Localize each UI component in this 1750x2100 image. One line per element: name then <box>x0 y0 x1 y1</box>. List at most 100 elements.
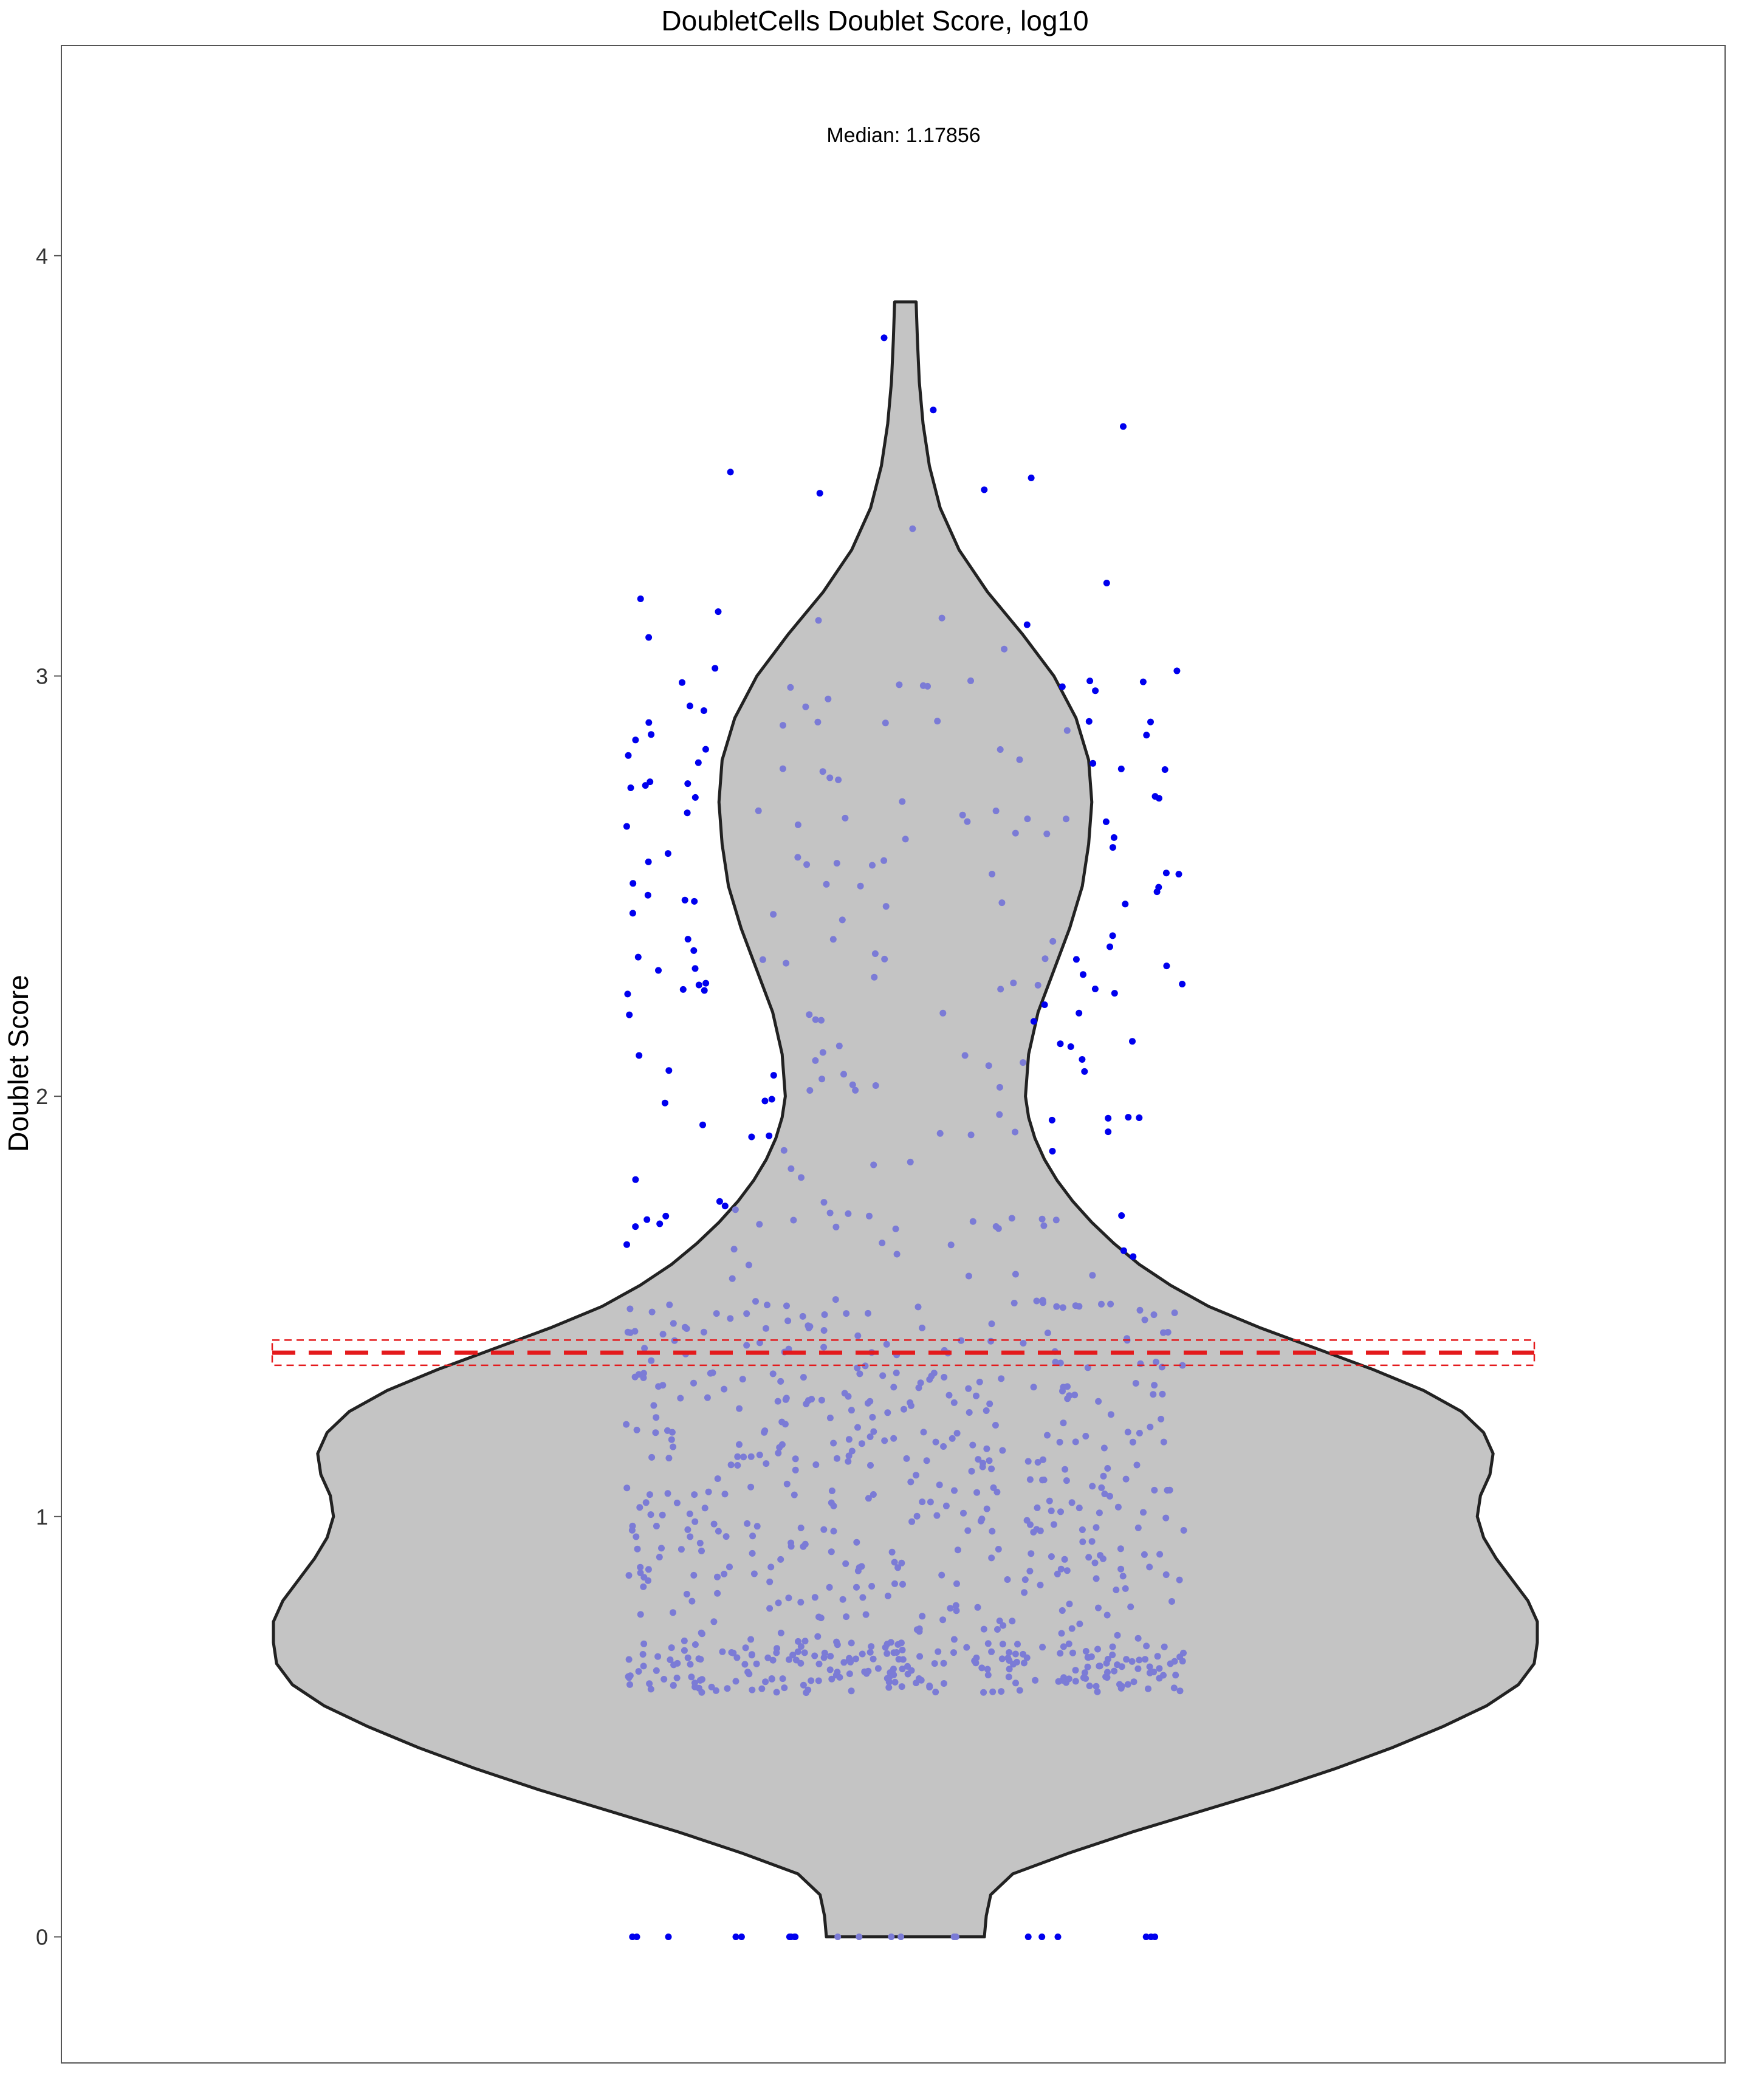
data-point <box>826 1666 834 1673</box>
data-point <box>916 1653 924 1660</box>
data-point <box>882 1644 889 1651</box>
data-point <box>1122 1585 1129 1592</box>
data-point <box>781 1421 789 1428</box>
data-point <box>1023 1517 1031 1524</box>
data-point <box>839 1596 846 1603</box>
data-point <box>820 1199 828 1206</box>
data-point <box>1026 1476 1034 1483</box>
data-point <box>1038 1215 1046 1223</box>
data-point <box>908 1518 916 1525</box>
data-point <box>1021 1576 1029 1584</box>
data-point <box>670 1443 677 1450</box>
data-point <box>1119 1573 1127 1580</box>
data-point <box>995 1546 1002 1553</box>
data-point <box>986 1400 993 1407</box>
data-point <box>705 1488 712 1495</box>
data-point <box>684 780 691 787</box>
data-point <box>863 1670 870 1677</box>
data-point <box>1084 1663 1091 1670</box>
data-point <box>1156 1665 1163 1672</box>
data-point <box>625 752 632 759</box>
data-point <box>702 746 709 753</box>
data-point <box>848 1407 855 1414</box>
data-point <box>797 1599 805 1606</box>
data-point <box>841 1390 848 1397</box>
data-point <box>748 1651 755 1658</box>
data-point <box>781 1684 788 1692</box>
data-point <box>800 1681 807 1689</box>
data-point <box>1155 884 1162 891</box>
data-point <box>739 1376 746 1383</box>
data-point <box>915 1675 922 1682</box>
data-point <box>988 1648 995 1655</box>
data-point <box>626 1011 633 1018</box>
data-point <box>724 1685 731 1692</box>
data-point <box>625 1572 633 1579</box>
data-point <box>1067 1043 1074 1050</box>
data-point <box>625 1656 633 1663</box>
data-point <box>743 1310 750 1317</box>
data-point <box>712 665 719 672</box>
data-point <box>897 1934 905 1940</box>
data-point <box>896 681 903 688</box>
data-point <box>1151 793 1159 800</box>
data-point <box>1052 1359 1059 1366</box>
data-point <box>888 1548 896 1556</box>
data-point <box>780 1147 787 1154</box>
data-point <box>655 1383 662 1390</box>
data-point <box>770 1072 777 1079</box>
data-point <box>984 1672 992 1679</box>
data-point <box>797 1525 805 1531</box>
data-point <box>646 1491 653 1498</box>
data-point <box>802 703 809 710</box>
data-point <box>650 1402 657 1409</box>
data-point <box>1159 1390 1166 1398</box>
data-point <box>818 1396 825 1404</box>
data-point <box>721 1203 729 1210</box>
data-point <box>1052 1216 1060 1224</box>
data-point <box>736 1405 743 1412</box>
data-point <box>974 1604 981 1611</box>
data-point <box>667 1656 674 1663</box>
data-point <box>623 1421 630 1428</box>
data-point <box>853 1655 859 1662</box>
data-point <box>819 1049 826 1056</box>
data-point <box>1170 1684 1178 1692</box>
data-point <box>1117 1565 1125 1573</box>
data-point <box>686 702 693 710</box>
data-point <box>812 1016 819 1023</box>
data-point <box>783 1302 790 1309</box>
data-point <box>950 1649 957 1656</box>
data-point <box>640 1662 647 1670</box>
data-point <box>648 1453 656 1461</box>
data-point <box>736 1441 743 1448</box>
data-point <box>629 910 636 917</box>
data-point <box>1005 1673 1012 1681</box>
data-point <box>846 1670 853 1678</box>
data-point <box>1129 1438 1136 1446</box>
data-point <box>1136 1656 1143 1664</box>
data-point <box>859 1650 866 1658</box>
data-point <box>1055 1678 1062 1685</box>
data-point <box>712 1687 719 1694</box>
data-point <box>729 1275 736 1282</box>
data-point <box>640 1574 648 1581</box>
data-point <box>1069 1649 1076 1656</box>
data-point <box>1110 834 1117 841</box>
data-point <box>1066 1392 1073 1399</box>
data-point <box>820 1327 828 1334</box>
data-point <box>627 784 634 791</box>
data-point <box>1111 990 1118 997</box>
data-point <box>687 1533 694 1540</box>
data-point <box>826 774 834 781</box>
data-point <box>941 1374 948 1381</box>
data-point <box>740 1453 747 1461</box>
data-point <box>787 684 794 691</box>
data-point <box>1089 1272 1096 1279</box>
data-point <box>1109 844 1116 851</box>
data-point <box>654 1653 662 1660</box>
data-point <box>787 1539 795 1546</box>
data-point <box>1037 1527 1044 1534</box>
data-point <box>947 1241 955 1249</box>
data-point <box>961 1052 969 1059</box>
